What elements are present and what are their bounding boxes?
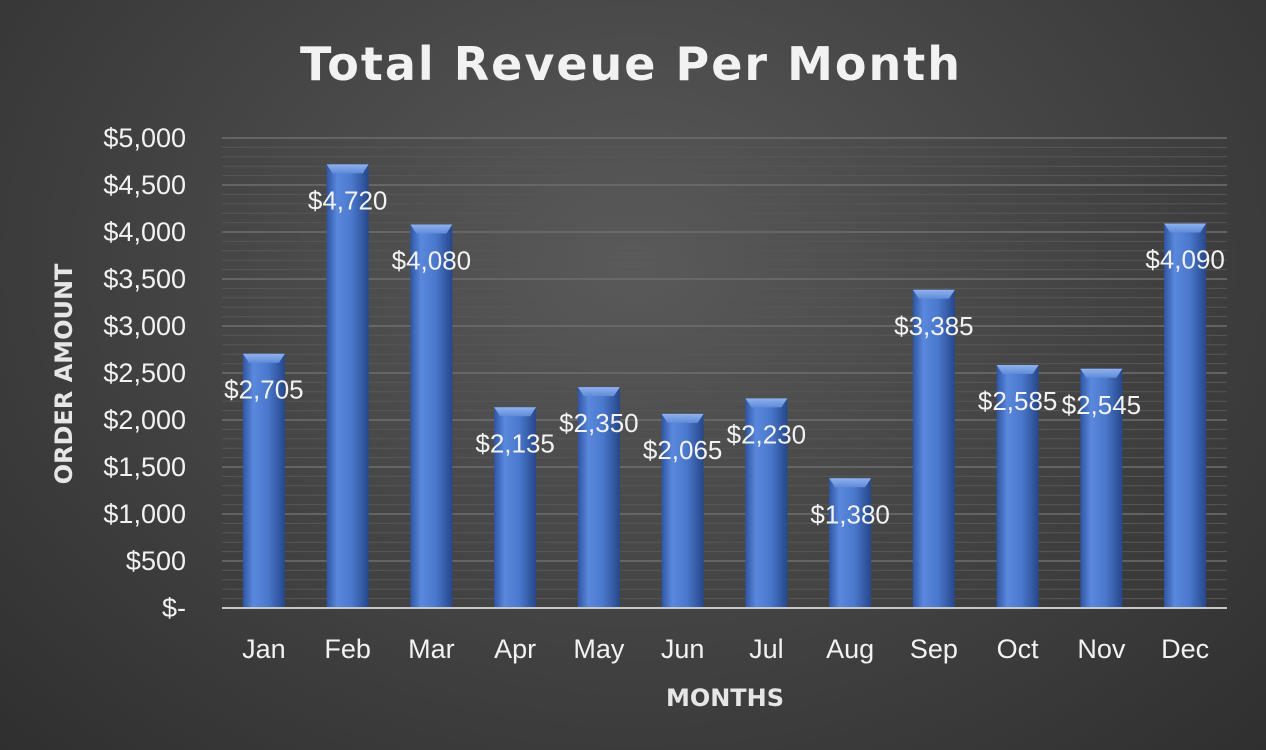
- data-label: $1,380: [810, 499, 890, 529]
- x-tick-label: Aug: [826, 634, 874, 664]
- bar: [996, 365, 1039, 608]
- x-tick-label: Sep: [910, 634, 958, 664]
- y-tick-label: $-: [162, 593, 186, 623]
- bar-bevel: [829, 478, 872, 488]
- data-label: $2,135: [475, 428, 555, 458]
- bar: [410, 224, 453, 609]
- data-label: $2,545: [1062, 390, 1142, 420]
- bar-body: [745, 398, 788, 608]
- bar: [242, 353, 285, 608]
- data-label: $4,080: [392, 245, 472, 275]
- x-tick-label: Nov: [1077, 634, 1126, 664]
- bar-body: [326, 164, 369, 608]
- bar: [577, 387, 620, 608]
- bar: [1164, 223, 1207, 609]
- bar-bevel: [1164, 223, 1207, 233]
- y-tick-label: $5,000: [103, 123, 186, 153]
- data-label: $4,090: [1145, 245, 1225, 275]
- data-label: $2,350: [559, 408, 639, 438]
- chart-title: Total Reveue Per Month: [300, 37, 962, 91]
- y-tick-label: $4,500: [103, 170, 186, 200]
- bar-body: [242, 353, 285, 608]
- bar-bevel: [410, 224, 453, 234]
- y-tick-label: $2,500: [103, 358, 186, 388]
- bar-body: [1164, 223, 1207, 609]
- bar: [494, 407, 537, 608]
- data-label: $4,720: [308, 185, 388, 215]
- bar-bevel: [242, 353, 285, 363]
- bar-bevel: [1080, 368, 1123, 378]
- data-label: $2,065: [643, 435, 723, 465]
- bar: [745, 398, 788, 608]
- x-tick-label: Mar: [408, 634, 455, 664]
- bar-body: [912, 289, 955, 608]
- x-axis-ticks: Jan Feb Mar Apr May Jun Jul Aug Sep Oct Nov Dec: [242, 634, 1209, 664]
- data-label: $2,705: [224, 375, 304, 405]
- y-tick-label: $500: [126, 546, 186, 576]
- bar: [829, 478, 872, 608]
- bar: [912, 289, 955, 608]
- x-tick-label: Jul: [749, 634, 784, 664]
- bar-bevel: [996, 365, 1039, 375]
- y-tick-label: $4,000: [103, 217, 186, 247]
- bar-body: [829, 478, 872, 608]
- y-tick-label: $2,000: [103, 405, 186, 435]
- y-tick-label: $3,000: [103, 311, 186, 341]
- bar-bevel: [661, 413, 704, 423]
- bar-body: [577, 387, 620, 608]
- y-tick-label: $3,500: [103, 264, 186, 294]
- y-tick-label: $1,500: [103, 452, 186, 482]
- data-labels: $2,705 $4,720$4,080 $2,135$2,350$2,065$2,2…: [224, 185, 1225, 529]
- bar-body: [410, 224, 453, 609]
- x-tick-label: Oct: [997, 634, 1040, 664]
- bar-body: [661, 413, 704, 608]
- bar: [326, 164, 369, 608]
- x-tick-label: Feb: [324, 634, 371, 664]
- bar-body: [494, 407, 537, 608]
- bar: [661, 413, 704, 608]
- y-axis-label: ORDER AMOUNT: [50, 263, 78, 484]
- x-axis-label: MONTHS: [666, 684, 784, 712]
- bar-body: [996, 365, 1039, 608]
- bar-bevel: [577, 387, 620, 397]
- bar-bevel: [326, 164, 369, 174]
- x-tick-label: Jun: [661, 634, 705, 664]
- y-tick-label: $1,000: [103, 499, 186, 529]
- bar-bevel: [745, 398, 788, 408]
- x-tick-label: May: [573, 634, 625, 664]
- bar-bevel: [494, 407, 537, 417]
- y-axis-ticks: $- $500 $1,000 $1,500 $2,000 $2,500 $3,000 $3,5…: [103, 123, 186, 623]
- data-label: $3,385: [894, 311, 974, 341]
- x-tick-label: Jan: [242, 634, 286, 664]
- bar-bevel: [912, 289, 955, 299]
- x-tick-label: Apr: [494, 634, 536, 664]
- bar-body: [1080, 368, 1123, 608]
- data-label: $2,230: [727, 419, 807, 449]
- data-label: $2,585: [978, 386, 1058, 416]
- bars: [242, 164, 1207, 609]
- x-tick-label: Dec: [1161, 634, 1209, 664]
- bar: [1080, 368, 1123, 608]
- gridlines: [222, 137, 1227, 600]
